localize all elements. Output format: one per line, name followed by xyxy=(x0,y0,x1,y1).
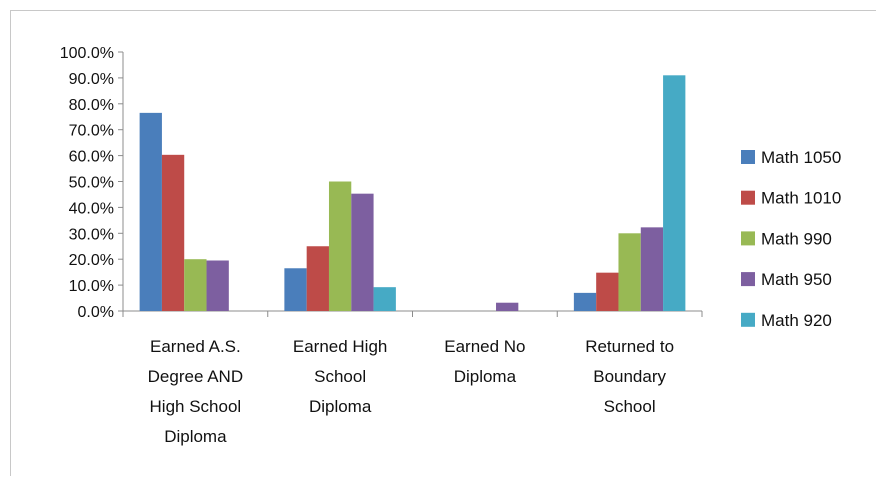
legend-label: Math 1010 xyxy=(761,189,841,208)
legend-swatch xyxy=(741,272,755,287)
legend-label: Math 990 xyxy=(761,229,832,248)
category-label: Earned No Diploma xyxy=(444,337,525,386)
category-label: Returned to Boundary School xyxy=(585,337,674,416)
legend-swatch xyxy=(741,190,755,205)
legend-swatch xyxy=(741,150,755,164)
y-tick-label: 100.0% xyxy=(60,45,114,62)
bar xyxy=(139,112,162,312)
bar xyxy=(573,292,597,311)
y-tick-label: 40.0% xyxy=(69,200,114,217)
category-label: Earned High School Diploma xyxy=(293,337,388,416)
legend-label: Math 920 xyxy=(761,311,832,330)
bar xyxy=(496,302,519,311)
y-tick-label: 90.0% xyxy=(69,71,114,88)
y-tick-label: 30.0% xyxy=(69,226,114,243)
bar xyxy=(351,193,374,311)
chart-frame xyxy=(10,10,876,476)
y-tick-label: 70.0% xyxy=(69,123,114,140)
y-tick-label: 50.0% xyxy=(69,175,114,192)
legend-label: Math 950 xyxy=(761,270,832,289)
bar xyxy=(596,272,619,311)
bar xyxy=(618,233,641,311)
bar xyxy=(373,287,396,311)
bar xyxy=(663,75,686,311)
bar xyxy=(328,181,352,311)
bar xyxy=(184,259,207,311)
legend-swatch xyxy=(741,312,755,327)
y-tick-label: 60.0% xyxy=(69,149,114,166)
legend-swatch xyxy=(741,231,755,246)
bar xyxy=(640,227,664,311)
y-tick-label: 80.0% xyxy=(69,97,114,114)
bars xyxy=(139,75,686,312)
y-tick-label: 0.0% xyxy=(78,304,114,321)
legend-label: Math 1050 xyxy=(761,148,841,167)
bar xyxy=(206,260,229,311)
bar xyxy=(161,154,185,311)
y-tick-label: 10.0% xyxy=(69,278,114,295)
bar xyxy=(284,268,307,311)
category-label: Earned A.S. Degree AND High School Diploma xyxy=(148,337,243,446)
y-tick-label: 20.0% xyxy=(69,252,114,269)
category-labels: Earned A.S. Degree AND High School Diploma E… xyxy=(148,337,674,446)
legend: Math 1050 Math 1010 Math 990 Math 950 Math 9… xyxy=(741,148,841,330)
y-axis: 0.0% 10.0% 20.0% 30.0% 40.0% 50.0% 60.0% 70.0% 8… xyxy=(60,45,124,321)
x-axis xyxy=(122,310,703,317)
bar xyxy=(306,246,329,311)
